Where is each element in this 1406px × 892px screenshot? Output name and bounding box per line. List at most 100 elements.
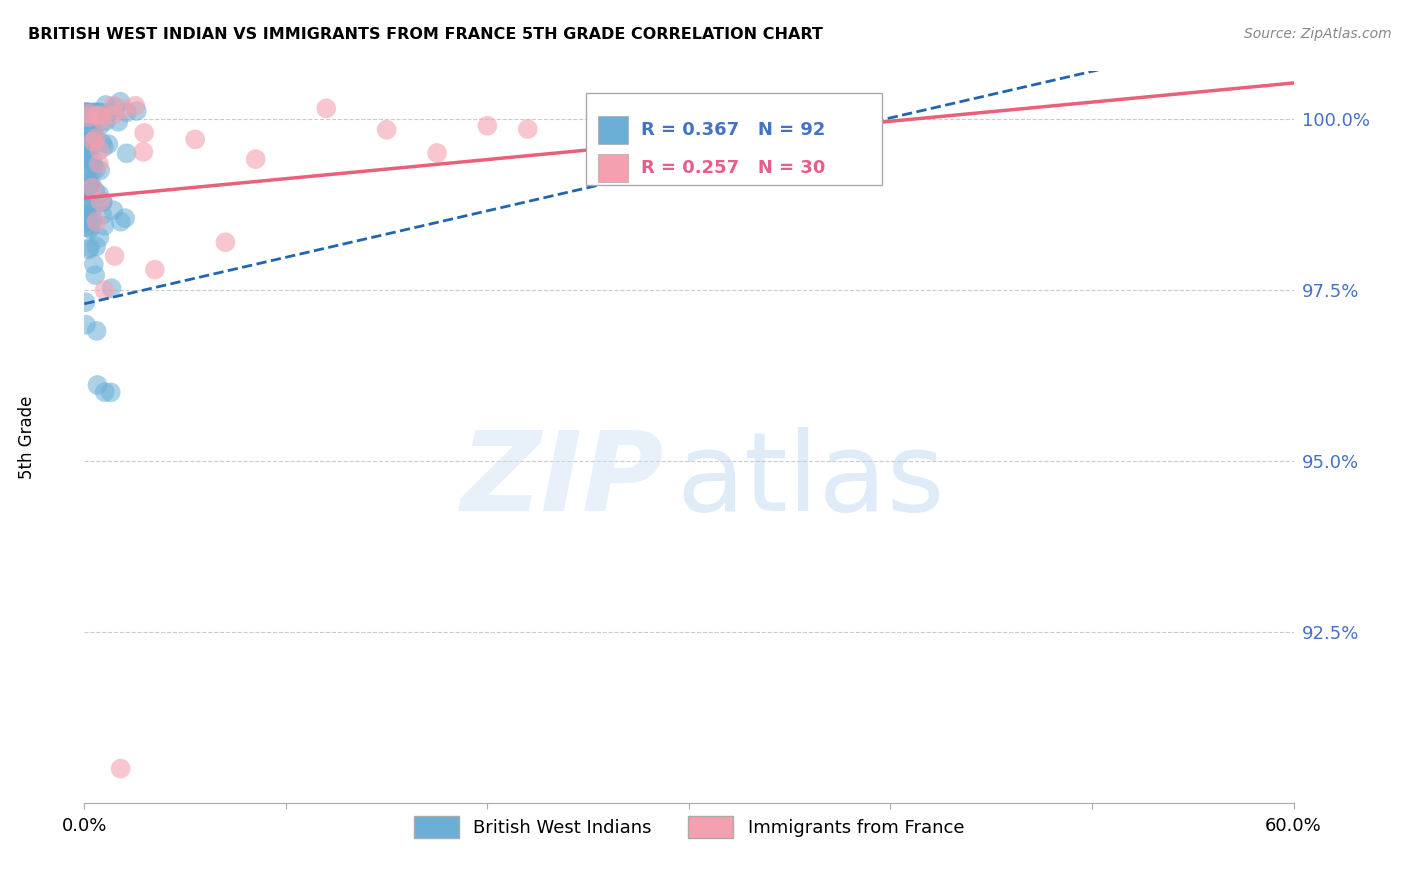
- Point: [89, 163, 111, 178]
- Point: [75, 105, 97, 120]
- Point: [91, 136, 114, 150]
- Point: [93, 140, 115, 154]
- Point: [86, 215, 108, 229]
- Point: [104, 249, 127, 263]
- Point: [75, 105, 97, 120]
- Point: [112, 102, 135, 116]
- Point: [115, 105, 138, 120]
- Text: R = 0.367   N = 92: R = 0.367 N = 92: [641, 121, 825, 139]
- Point: [93, 283, 115, 297]
- Point: [80, 122, 103, 136]
- Point: [477, 119, 499, 133]
- Point: [84, 105, 107, 120]
- Point: [76, 215, 98, 229]
- Point: [91, 194, 114, 209]
- Point: [110, 215, 132, 229]
- Point: [76, 182, 98, 196]
- Text: BRITISH WEST INDIAN VS IMMIGRANTS FROM FRANCE 5TH GRADE CORRELATION CHART: BRITISH WEST INDIAN VS IMMIGRANTS FROM F…: [28, 27, 823, 42]
- Point: [89, 105, 111, 120]
- Point: [87, 156, 110, 170]
- Point: [77, 107, 100, 121]
- Point: [75, 182, 97, 196]
- Point: [97, 105, 120, 120]
- Point: [103, 98, 125, 112]
- Point: [86, 324, 108, 338]
- Point: [75, 108, 97, 122]
- Point: [91, 208, 114, 222]
- Text: ZIP: ZIP: [461, 427, 665, 534]
- Point: [76, 136, 98, 150]
- Point: [84, 105, 107, 120]
- Point: [89, 119, 111, 133]
- Point: [245, 152, 267, 166]
- Point: [110, 762, 132, 776]
- Point: [103, 108, 125, 122]
- Point: [79, 220, 101, 235]
- Text: R = 0.257   N = 30: R = 0.257 N = 30: [641, 160, 825, 178]
- Point: [426, 146, 449, 161]
- Point: [80, 207, 103, 221]
- Point: [89, 143, 111, 157]
- Point: [82, 214, 104, 228]
- Point: [91, 112, 114, 127]
- Point: [77, 186, 100, 201]
- Point: [80, 153, 103, 168]
- Point: [315, 101, 337, 115]
- Text: atlas: atlas: [676, 427, 945, 534]
- Point: [86, 378, 108, 392]
- Point: [94, 385, 117, 400]
- Point: [77, 137, 100, 152]
- Point: [75, 125, 97, 139]
- Point: [75, 295, 97, 310]
- Point: [104, 100, 127, 114]
- Point: [134, 126, 156, 140]
- Point: [82, 123, 104, 137]
- Point: [82, 180, 104, 194]
- Point: [75, 205, 97, 219]
- Point: [79, 142, 101, 156]
- Point: [214, 235, 236, 250]
- Point: [86, 108, 108, 122]
- Point: [89, 108, 111, 122]
- Point: [516, 122, 538, 136]
- Point: [84, 239, 107, 253]
- Point: [77, 110, 100, 124]
- Point: [80, 178, 103, 193]
- Point: [84, 162, 107, 177]
- Point: [89, 105, 111, 120]
- Point: [75, 120, 97, 134]
- Point: [125, 103, 148, 118]
- Point: [82, 105, 104, 120]
- Point: [97, 137, 120, 152]
- Point: [75, 186, 97, 200]
- Point: [77, 161, 100, 175]
- Point: [75, 199, 97, 213]
- Point: [75, 163, 97, 178]
- Y-axis label: 5th Grade: 5th Grade: [18, 395, 35, 479]
- Point: [76, 154, 98, 169]
- Point: [77, 151, 100, 165]
- Legend: British West Indians, Immigrants from France: British West Indians, Immigrants from Fr…: [406, 808, 972, 845]
- Point: [83, 257, 105, 271]
- Point: [75, 219, 97, 234]
- Point: [79, 222, 101, 236]
- Point: [75, 116, 97, 130]
- Point: [75, 318, 97, 332]
- Point: [82, 135, 104, 149]
- Point: [75, 142, 97, 156]
- Point: [77, 186, 100, 200]
- Point: [75, 177, 97, 191]
- Point: [76, 206, 98, 220]
- Point: [100, 281, 122, 295]
- Point: [75, 145, 97, 160]
- Point: [124, 99, 146, 113]
- Point: [132, 145, 155, 159]
- Point: [82, 161, 104, 176]
- Point: [114, 211, 136, 226]
- Point: [76, 105, 98, 120]
- Point: [103, 203, 125, 218]
- Bar: [599, 154, 628, 182]
- Point: [91, 194, 114, 209]
- Point: [79, 179, 101, 194]
- Point: [87, 109, 110, 123]
